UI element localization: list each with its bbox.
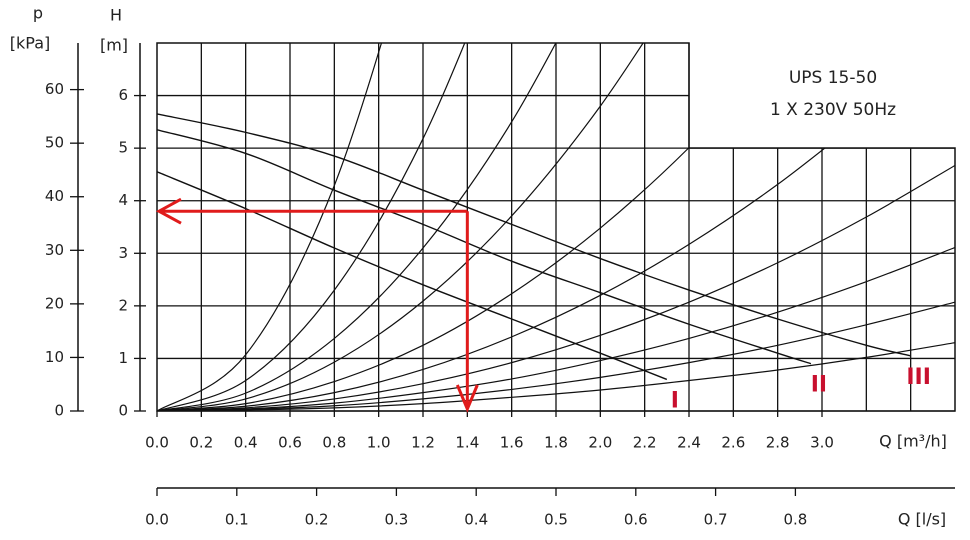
p-tick-label: 0 <box>54 402 64 420</box>
x-tick-label: 0.8 <box>322 434 346 452</box>
x-tick-label: 2.6 <box>721 434 745 452</box>
p-axis-unit: [kPa] <box>10 34 50 53</box>
x-tick-label: 3.0 <box>810 434 834 452</box>
p-tick-label: 40 <box>45 187 64 205</box>
system-curve <box>157 43 601 411</box>
x-axis-label: Q [m³/h] <box>879 432 947 451</box>
p-tick-label: 60 <box>45 80 64 98</box>
system-curve <box>157 43 690 411</box>
x-tick-label: 1.8 <box>544 434 568 452</box>
p-tick-label: 30 <box>45 241 64 259</box>
p-tick-label: 50 <box>45 134 64 152</box>
p-tick-label: 20 <box>45 294 64 312</box>
system-curve <box>157 301 955 411</box>
system-curve <box>157 52 779 411</box>
y-tick-label: 4 <box>118 191 128 209</box>
y-tick-label: 1 <box>118 349 128 367</box>
y-axis-label: H <box>110 6 122 25</box>
y-tick-label: 3 <box>118 244 128 262</box>
p-axis-label: p <box>33 4 43 23</box>
pump-curve <box>157 113 911 357</box>
x-tick-label: 2.8 <box>766 434 790 452</box>
x2-tick-label: 0.0 <box>145 511 169 529</box>
system-curve <box>157 43 513 411</box>
x-tick-label: 1.2 <box>411 434 435 452</box>
chart-title: UPS 15-50 <box>789 68 877 88</box>
x2-tick-label: 0.3 <box>384 511 408 529</box>
p-tick-label: 10 <box>45 348 64 366</box>
pump-curve <box>157 171 668 381</box>
arrow-to-head <box>155 197 468 225</box>
x-tick-label: 1.6 <box>500 434 524 452</box>
x2-tick-label: 0.5 <box>544 511 568 529</box>
arrow-to-flow <box>455 211 479 413</box>
x2-tick-label: 0.8 <box>783 511 807 529</box>
x-tick-label: 0.2 <box>189 434 213 452</box>
x-tick-label: 0.6 <box>278 434 302 452</box>
system-curve <box>157 164 955 411</box>
x2-tick-label: 0.2 <box>305 511 329 529</box>
x2-tick-label: 0.4 <box>464 511 488 529</box>
pump-curve <box>157 129 812 365</box>
y-axis-unit: [m] <box>100 36 128 55</box>
y-tick-label: 6 <box>118 86 128 104</box>
x2-tick-label: 0.6 <box>624 511 648 529</box>
x-tick-label: 2.2 <box>633 434 657 452</box>
x-tick-label: 0.0 <box>145 434 169 452</box>
curves <box>157 43 955 411</box>
y-tick-label: 2 <box>118 296 128 314</box>
x2-axis-label: Q [l/s] <box>898 510 946 529</box>
x-tick-label: 0.4 <box>234 434 258 452</box>
x-tick-label: 1.0 <box>367 434 391 452</box>
x2-tick-label: 0.7 <box>704 511 728 529</box>
curve-label: III <box>906 365 931 390</box>
x-tick-label: 1.4 <box>455 434 479 452</box>
chart-subtitle: 1 X 230V 50Hz <box>770 100 896 120</box>
x2-tick-label: 0.1 <box>225 511 249 529</box>
system-curve <box>157 114 867 411</box>
x-tick-label: 2.0 <box>588 434 612 452</box>
system-curve <box>157 246 955 411</box>
y-tick-label: 5 <box>118 139 128 157</box>
curve-label: I <box>671 388 679 413</box>
curve-label: II <box>811 373 827 398</box>
y-tick-label: 0 <box>118 402 128 420</box>
system-curve <box>157 342 955 411</box>
x-tick-label: 2.4 <box>677 434 701 452</box>
